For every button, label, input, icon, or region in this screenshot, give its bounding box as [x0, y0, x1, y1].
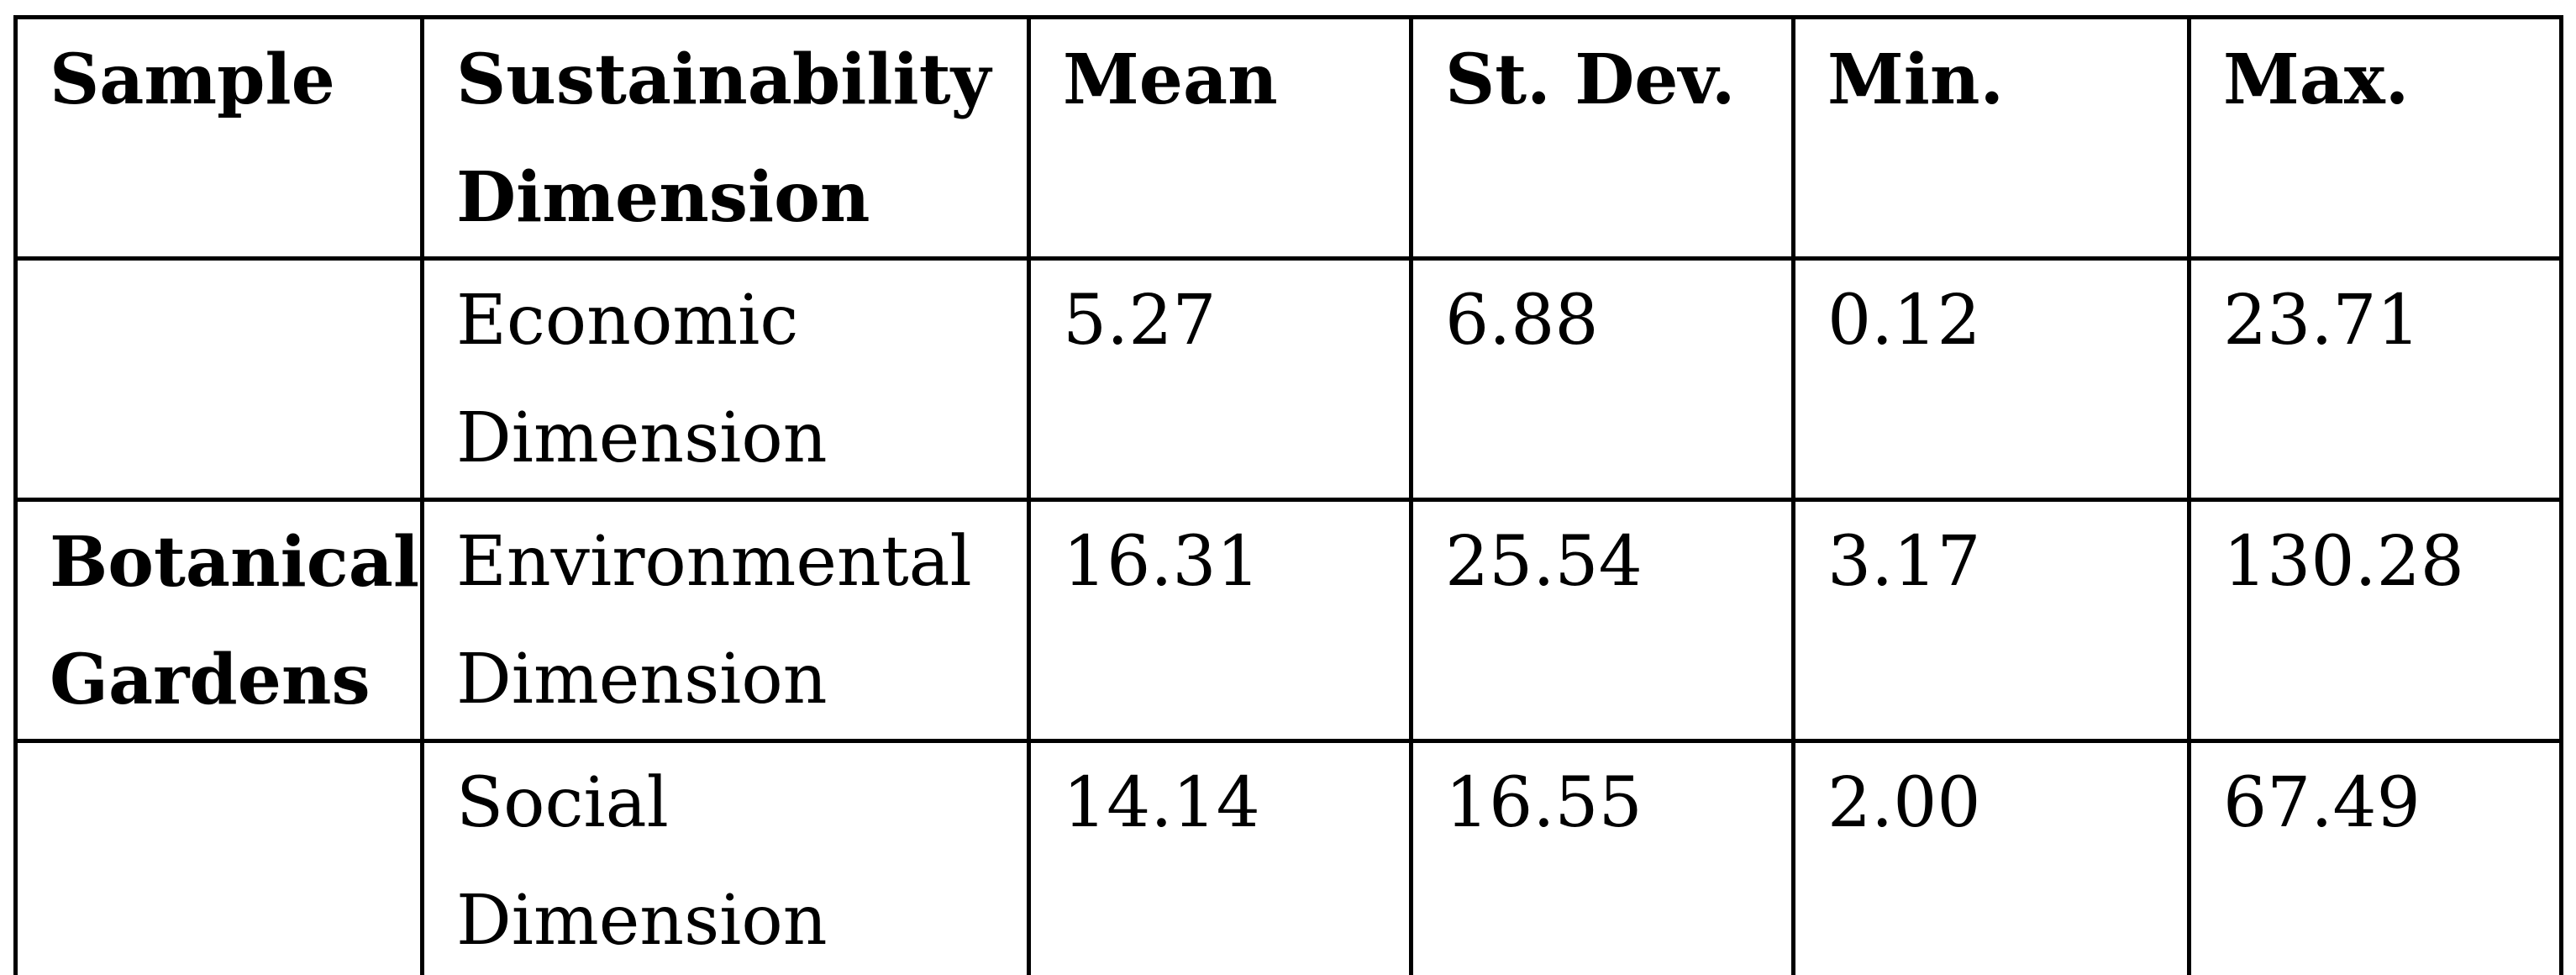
- table-row-social: Social Dimension 14.14 16.55 2.00 67.49: [13, 739, 2563, 975]
- cell-mean-economic: 5.27: [1027, 256, 1413, 502]
- descriptive-statistics-table: Sample Sustainability Dimension Mean St.…: [13, 15, 2563, 975]
- cell-sample-botanical-gardens: Botanical Gardens: [13, 498, 424, 743]
- cell-min-economic: 0.12: [1791, 256, 2191, 502]
- table-row-environmental: Botanical Gardens Environmental Dimensio…: [13, 498, 2563, 743]
- cell-max-economic: 23.71: [2187, 256, 2563, 502]
- cell-min-environmental: 3.17: [1791, 498, 2191, 743]
- cell-stdev-economic: 6.88: [1409, 256, 1795, 502]
- cell-max-environmental: 130.28: [2187, 498, 2563, 743]
- cell-min-social: 2.00: [1791, 739, 2191, 975]
- cell-sample-empty-top: [13, 256, 424, 502]
- header-cell-max: Max.: [2187, 15, 2563, 261]
- cell-mean-environmental: 16.31: [1027, 498, 1413, 743]
- cell-dimension-social: Social Dimension: [420, 739, 1031, 975]
- header-cell-sample: Sample: [13, 15, 424, 261]
- header-row: Sample Sustainability Dimension Mean St.…: [13, 15, 2563, 261]
- header-cell-st-dev: St. Dev.: [1409, 15, 1795, 261]
- cell-dimension-environmental: Environmental Dimension: [420, 498, 1031, 743]
- cell-sample-empty-bottom: [13, 739, 424, 975]
- header-cell-mean: Mean: [1027, 15, 1413, 261]
- header-cell-min: Min.: [1791, 15, 2191, 261]
- cell-mean-social: 14.14: [1027, 739, 1413, 975]
- table-row-economic: Economic Dimension 5.27 6.88 0.12 23.71: [13, 256, 2563, 502]
- header-cell-sustainability-dimension: Sustainability Dimension: [420, 15, 1031, 261]
- cell-max-social: 67.49: [2187, 739, 2563, 975]
- cell-dimension-economic: Economic Dimension: [420, 256, 1031, 502]
- cell-stdev-social: 16.55: [1409, 739, 1795, 975]
- cell-stdev-environmental: 25.54: [1409, 498, 1795, 743]
